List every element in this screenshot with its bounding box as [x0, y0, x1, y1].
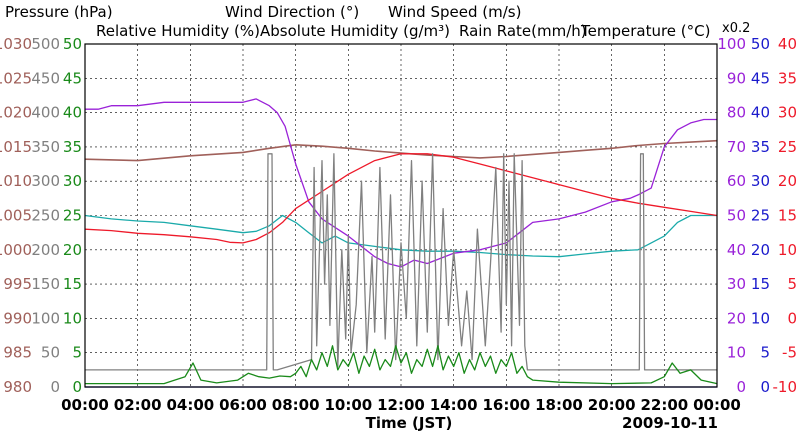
series-line-absolute-humidity	[84, 214, 717, 258]
tick-label-wind-direction: 300	[31, 172, 60, 190]
tick-label-wind-direction: 250	[31, 207, 60, 225]
tick-label-humidity: 80	[727, 104, 746, 122]
x-tick-label: 00:00	[693, 396, 741, 414]
series-line-temperature	[84, 153, 718, 244]
x-tick-label: 20:00	[588, 396, 636, 414]
x-tick-label: 08:00	[272, 396, 320, 414]
tick-label-wind-speed: 50	[63, 35, 82, 53]
tick-label-rain-rate: 5	[760, 344, 770, 362]
label-temperature: Temperature (°C)	[580, 22, 710, 40]
tick-label-pressure: 1025	[0, 69, 32, 87]
tick-label-temperature: 10	[778, 241, 797, 259]
tick-label-wind-speed: 20	[63, 241, 82, 259]
x-tick-label: 14:00	[430, 396, 478, 414]
tick-label-wind-speed: 30	[63, 172, 82, 190]
label-absolute-humidity: Absolute Humidity (g/m³)	[260, 22, 450, 40]
tick-label-pressure: 1020	[0, 104, 32, 122]
x-tick-label: 12:00	[377, 396, 425, 414]
label-pressure: Pressure (hPa)	[5, 3, 113, 21]
tick-label-wind-direction: 100	[31, 309, 60, 327]
tick-label-temperature: 30	[778, 104, 797, 122]
tick-label-pressure: 1015	[0, 138, 32, 156]
tick-label-wind-speed: 5	[72, 344, 82, 362]
tick-label-rain-rate: 10	[751, 309, 770, 327]
tick-label-wind-direction: 50	[41, 344, 60, 362]
tick-label-humidity: 100	[717, 35, 746, 53]
tick-label-pressure: 1030	[0, 35, 32, 53]
tick-label-rain-rate: 15	[751, 275, 770, 293]
tick-label-humidity: 0	[736, 378, 746, 396]
x-tick-label: 10:00	[324, 396, 372, 414]
tick-label-temperature: -10	[773, 378, 798, 396]
x-axis-label: Time (JST)	[366, 414, 453, 432]
tick-label-rain-rate: 40	[751, 104, 770, 122]
tick-label-humidity: 60	[727, 172, 746, 190]
tick-label-humidity: 70	[727, 138, 746, 156]
tick-label-rain-rate: 30	[751, 172, 770, 190]
tick-label-humidity: 30	[727, 275, 746, 293]
tick-label-temperature: 40	[778, 35, 797, 53]
label-factor-note: x0.2	[722, 21, 750, 36]
x-tick-label: 06:00	[219, 396, 267, 414]
tick-label-pressure: 980	[3, 378, 32, 396]
tick-label-wind-direction: 0	[50, 378, 60, 396]
tick-label-wind-direction: 350	[31, 138, 60, 156]
tick-label-pressure: 985	[3, 344, 32, 362]
tick-label-rain-rate: 0	[760, 378, 770, 396]
tick-label-temperature: 0	[787, 309, 797, 327]
tick-label-temperature: 20	[778, 172, 797, 190]
tick-label-temperature: -5	[782, 344, 797, 362]
tick-label-wind-speed: 10	[63, 309, 82, 327]
tick-label-rain-rate: 45	[751, 69, 770, 87]
x-tick-label: 04:00	[166, 396, 214, 414]
tick-label-wind-direction: 500	[31, 35, 60, 53]
tick-label-temperature: 15	[778, 207, 797, 225]
tick-label-wind-speed: 45	[63, 69, 82, 87]
tick-label-humidity: 50	[727, 207, 746, 225]
tick-label-wind-speed: 25	[63, 207, 82, 225]
x-tick-label: 02:00	[114, 396, 162, 414]
tick-label-rain-rate: 20	[751, 241, 770, 259]
series-line-relative-humidity	[85, 98, 717, 268]
axis-tick-labels: 1030102510201015101010051000995990985980…	[0, 35, 797, 414]
x-tick-label: 16:00	[482, 396, 530, 414]
series-line-wind-direction	[85, 153, 717, 371]
tick-label-wind-speed: 0	[72, 378, 82, 396]
tick-label-wind-speed: 15	[63, 275, 82, 293]
tick-label-wind-direction: 400	[31, 104, 60, 122]
tick-label-rain-rate: 25	[751, 207, 770, 225]
x-tick-label: 18:00	[535, 396, 583, 414]
plot-frame	[84, 43, 718, 388]
label-wind-direction: Wind Direction (°)	[225, 3, 359, 21]
label-wind-speed: Wind Speed (m/s)	[388, 3, 521, 21]
x-tick-label: 22:00	[640, 396, 688, 414]
tick-label-wind-direction: 200	[31, 241, 60, 259]
tick-label-humidity: 90	[727, 69, 746, 87]
tick-label-pressure: 990	[3, 309, 32, 327]
tick-label-humidity: 40	[727, 241, 746, 259]
x-tick-label: 00:00	[61, 396, 109, 414]
tick-label-wind-speed: 35	[63, 138, 82, 156]
tick-label-pressure: 995	[3, 275, 32, 293]
tick-label-temperature: 25	[778, 138, 797, 156]
date-label: 2009-10-11	[622, 414, 718, 432]
tick-label-wind-direction: 150	[31, 275, 60, 293]
tick-label-humidity: 20	[727, 309, 746, 327]
tick-label-humidity: 10	[727, 344, 746, 362]
tick-label-pressure: 1010	[0, 172, 32, 190]
tick-label-temperature: 5	[787, 275, 797, 293]
series-group	[84, 98, 718, 388]
series-line-wind-speed	[85, 345, 718, 385]
tick-label-rain-rate: 50	[751, 35, 770, 53]
tick-label-rain-rate: 35	[751, 138, 770, 156]
label-rain-rate: Rain Rate(mm/h)	[459, 22, 587, 40]
grid-lines	[85, 44, 717, 387]
tick-label-wind-direction: 450	[31, 69, 60, 87]
label-relative-humidity: Relative Humidity (%)	[96, 22, 260, 40]
tick-label-wind-speed: 40	[63, 104, 82, 122]
tick-label-temperature: 35	[778, 69, 797, 87]
